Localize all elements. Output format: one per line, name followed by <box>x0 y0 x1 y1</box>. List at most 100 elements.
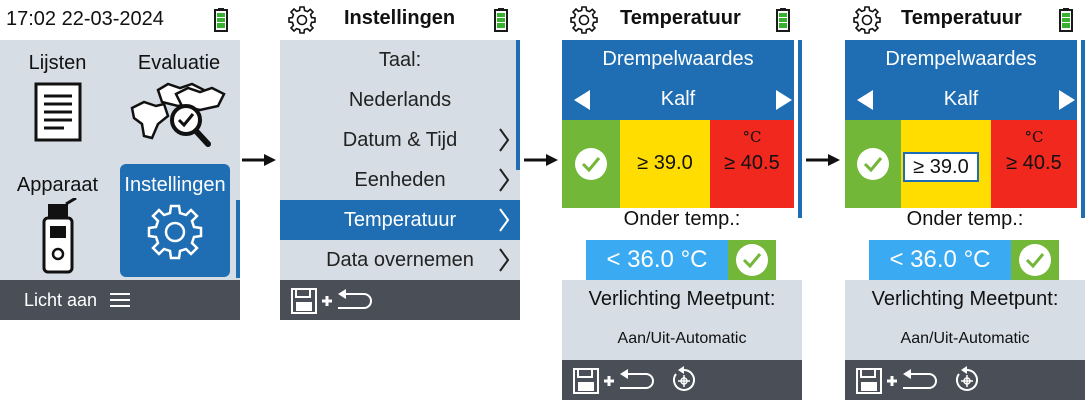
tile-apparaat-label: Apparaat <box>16 174 99 196</box>
lighting-label: Verlichting Meetpunt: <box>871 288 1059 310</box>
normal-range-cell <box>562 120 620 208</box>
temperature-screen: Temperatuur Drempelwaardes Kalf ≥ 39.0 °… <box>562 0 802 400</box>
reset-icon[interactable] <box>670 366 698 394</box>
gear-icon <box>288 6 316 34</box>
check-icon <box>736 244 768 276</box>
arrow-right-icon <box>242 154 276 166</box>
tile-evaluatie-label: Evaluatie <box>137 52 221 74</box>
lighting-value[interactable]: Aan/Uit-Automatic <box>617 330 747 347</box>
status-bar: Temperatuur <box>845 0 1085 40</box>
under-temp-value[interactable]: < 36.0 °C <box>869 240 1011 280</box>
arrow-left-icon[interactable] <box>574 90 590 110</box>
warning-range-cell[interactable]: ≥ 39.0 <box>901 120 991 208</box>
chevron-right-icon <box>499 128 510 152</box>
save-and-back-icon[interactable] <box>855 366 941 396</box>
under-temp-status <box>1011 240 1059 280</box>
scrollbar[interactable] <box>798 40 802 218</box>
menu-item-eenheden[interactable]: Eenheden <box>280 160 520 200</box>
settings-list <box>280 40 520 280</box>
battery-icon <box>776 8 790 32</box>
arrow-right-icon <box>524 154 558 166</box>
menu-item-data-overnemen[interactable]: Data overnemen <box>280 240 520 280</box>
chevron-right-icon <box>499 208 510 232</box>
lighting-panel: Verlichting Meetpunt: Aan/Uit-Automatic <box>562 280 802 360</box>
category-value[interactable]: Kalf <box>660 88 696 110</box>
menu-item-datum-tijd[interactable]: Datum & Tijd <box>280 120 520 160</box>
tile-lijsten[interactable]: Lijsten <box>0 40 115 160</box>
page-title: Temperatuur <box>901 7 1022 29</box>
under-temp-value[interactable]: < 36.0 °C <box>586 240 728 280</box>
status-bar: 17:02 22-03-2024 <box>0 0 240 40</box>
red-threshold-value: ≥ 40.5 <box>1006 152 1062 174</box>
normal-range-cell <box>845 120 901 208</box>
probe-device-icon <box>42 198 77 274</box>
bottom-bar: Licht aan <box>0 280 240 320</box>
language-heading: Taal: <box>280 40 520 80</box>
tile-apparaat[interactable]: Apparaat <box>0 160 115 280</box>
save-and-back-icon[interactable] <box>572 366 658 396</box>
menu-item-temperatuur[interactable]: Temperatuur <box>280 200 520 240</box>
lighting-panel: Verlichting Meetpunt: Aan/Uit-Automatic <box>845 280 1085 360</box>
home-screen: 17:02 22-03-2024 Lijsten Evaluatie <box>0 0 240 320</box>
language-value-label: Nederlands <box>348 89 452 111</box>
menu-icon[interactable] <box>110 292 130 308</box>
red-threshold-value: ≥ 40.5 <box>724 152 780 174</box>
page-title: Temperatuur <box>620 7 741 29</box>
thresholds-label: Drempelwaardes <box>602 48 754 70</box>
gear-icon <box>853 6 881 34</box>
check-icon <box>575 148 607 180</box>
menu-item-label: Eenheden <box>354 169 446 191</box>
thresholds-label: Drempelwaardes <box>885 48 1037 70</box>
arrow-right-icon[interactable] <box>776 90 792 110</box>
tile-lijsten-label: Lijsten <box>28 52 87 74</box>
gear-icon <box>570 6 598 34</box>
battery-icon <box>1059 8 1073 32</box>
page-title: Instellingen <box>344 7 456 29</box>
document-icon <box>34 82 82 142</box>
light-on-label[interactable]: Licht aan <box>24 290 98 310</box>
fever-range-cell[interactable]: °C ≥ 40.5 <box>991 120 1077 208</box>
menu-item-label: Data overnemen <box>326 249 474 271</box>
fever-range-cell[interactable]: °C ≥ 40.5 <box>710 120 794 208</box>
scrollbar[interactable] <box>236 200 240 278</box>
temperature-edit-screen: Temperatuur Drempelwaardes Kalf ≥ 39.0 °… <box>845 0 1085 400</box>
yellow-threshold-input[interactable]: ≥ 39.0 <box>903 152 979 182</box>
check-icon <box>1019 244 1051 276</box>
bottom-bar <box>280 280 520 320</box>
save-and-back-icon[interactable] <box>290 286 376 316</box>
battery-icon <box>494 8 508 32</box>
under-temp-status <box>728 240 776 280</box>
check-icon <box>857 148 889 180</box>
lighting-value[interactable]: Aan/Uit-Automatic <box>900 330 1030 347</box>
red-unit: °C <box>1024 128 1044 146</box>
menu-item-label: Datum & Tijd <box>342 129 458 151</box>
status-bar: Temperatuur <box>562 0 802 40</box>
reset-icon[interactable] <box>953 366 981 394</box>
arrow-right-icon <box>806 154 840 166</box>
language-value[interactable]: Nederlands <box>280 80 520 120</box>
tile-instellingen[interactable]: Instellingen <box>120 164 230 277</box>
tile-instellingen-label: Instellingen <box>124 174 226 196</box>
status-bar: Instellingen <box>280 0 520 40</box>
gear-icon <box>147 204 203 260</box>
settings-screen: Instellingen Taal: Nederlands Datum & Ti… <box>280 0 520 320</box>
chevron-right-icon <box>499 168 510 192</box>
arrow-right-icon[interactable] <box>1059 90 1075 110</box>
warning-range-cell[interactable]: ≥ 39.0 <box>620 120 710 208</box>
red-unit: °C <box>742 128 762 146</box>
under-temp-label: Onder temp.: <box>623 208 741 230</box>
yellow-threshold-value: ≥ 39.0 <box>637 152 693 174</box>
battery-icon <box>214 8 228 32</box>
bottom-bar <box>562 360 802 400</box>
lighting-label: Verlichting Meetpunt: <box>588 288 776 310</box>
scrollbar[interactable] <box>1081 40 1085 218</box>
under-temp-label: Onder temp.: <box>906 208 1024 230</box>
thresholds-panel: Drempelwaardes Kalf <box>845 40 1077 120</box>
language-heading-label: Taal: <box>378 49 422 71</box>
thresholds-panel: Drempelwaardes Kalf <box>562 40 794 120</box>
category-value[interactable]: Kalf <box>943 88 979 110</box>
tile-evaluatie[interactable]: Evaluatie <box>120 40 240 160</box>
cows-search-icon <box>130 82 226 147</box>
arrow-left-icon[interactable] <box>857 90 873 110</box>
scrollbar[interactable] <box>516 40 520 170</box>
